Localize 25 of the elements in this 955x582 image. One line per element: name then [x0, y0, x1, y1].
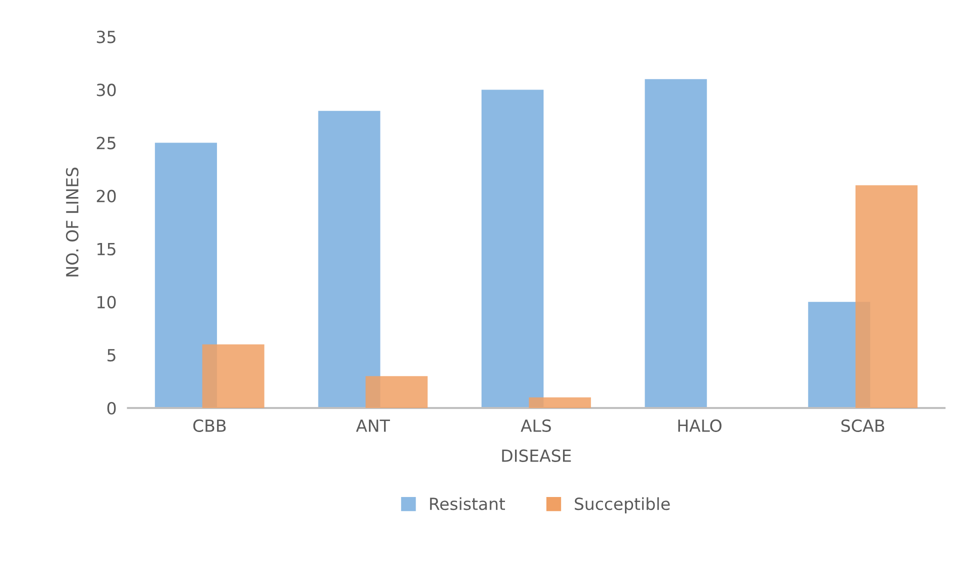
y-tick-label: 15	[97, 243, 116, 256]
y-tick-label: 10	[97, 296, 116, 308]
bar	[154, 142, 217, 408]
bar	[528, 397, 591, 408]
y-tick-label: 0	[107, 402, 116, 415]
x-axis-title: DISEASE	[502, 449, 571, 462]
bar	[644, 79, 707, 408]
bar	[202, 344, 264, 408]
y-tick-label: 35	[96, 30, 116, 44]
x-tick-label: ALS	[520, 419, 551, 432]
x-tick-label: ANT	[356, 420, 390, 432]
y-tick-label: 30	[96, 84, 116, 96]
x-tick-label: CBB	[193, 419, 226, 432]
bar	[855, 185, 918, 408]
y-tick-label: 5	[108, 349, 116, 362]
bar	[366, 376, 428, 408]
y-tick-label: 20	[96, 190, 116, 202]
bar	[318, 110, 380, 408]
y-tick-label: 25	[96, 136, 116, 150]
bar	[482, 90, 544, 408]
x-tick-label: SCAB	[841, 419, 884, 432]
legend-label: Resistant	[430, 497, 505, 510]
x-tick-label: HALO	[678, 419, 722, 432]
y-axis-title: NO. OF LINES	[66, 168, 79, 276]
legend-label: Succeptible	[574, 497, 670, 514]
